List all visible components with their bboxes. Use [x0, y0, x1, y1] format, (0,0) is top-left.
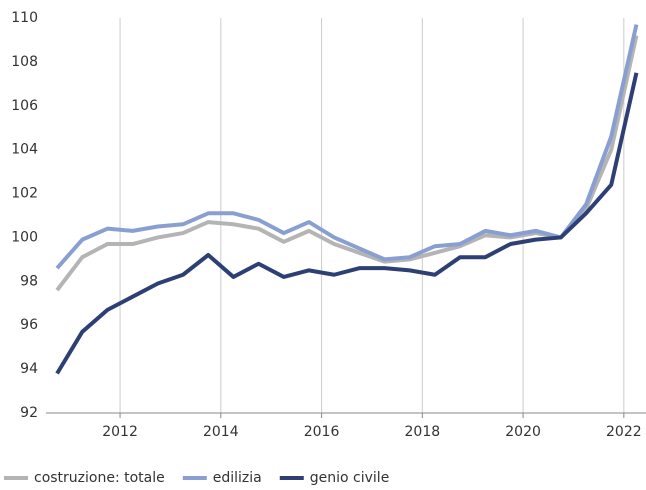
y-tick-label: 104: [11, 142, 38, 158]
y-tick-label: 92: [20, 405, 38, 421]
line: [55, 35, 639, 292]
y-tick-label: 98: [20, 273, 38, 289]
y-tick-label: 106: [11, 98, 38, 114]
x-tick-label: 2012: [102, 424, 138, 440]
y-tick-label: 110: [11, 10, 38, 26]
legend-label: edilizia: [213, 470, 262, 486]
x-tick-label: 2014: [203, 424, 239, 440]
legend-label: genio civile: [310, 470, 390, 486]
line: [55, 72, 639, 375]
line: [55, 24, 639, 270]
x-tick-label: 2020: [505, 424, 541, 440]
y-tick-label: 108: [11, 54, 38, 70]
x-tick-label: 2018: [405, 424, 441, 440]
y-tick-label: 96: [20, 317, 38, 333]
y-tick-label: 100: [11, 229, 38, 245]
legend-label: costruzione: totale: [34, 470, 165, 486]
y-tick-label: 102: [11, 186, 38, 202]
y-tick-label: 94: [20, 361, 38, 377]
x-tick-label: 2022: [606, 424, 642, 440]
x-tick-label: 2016: [304, 424, 340, 440]
